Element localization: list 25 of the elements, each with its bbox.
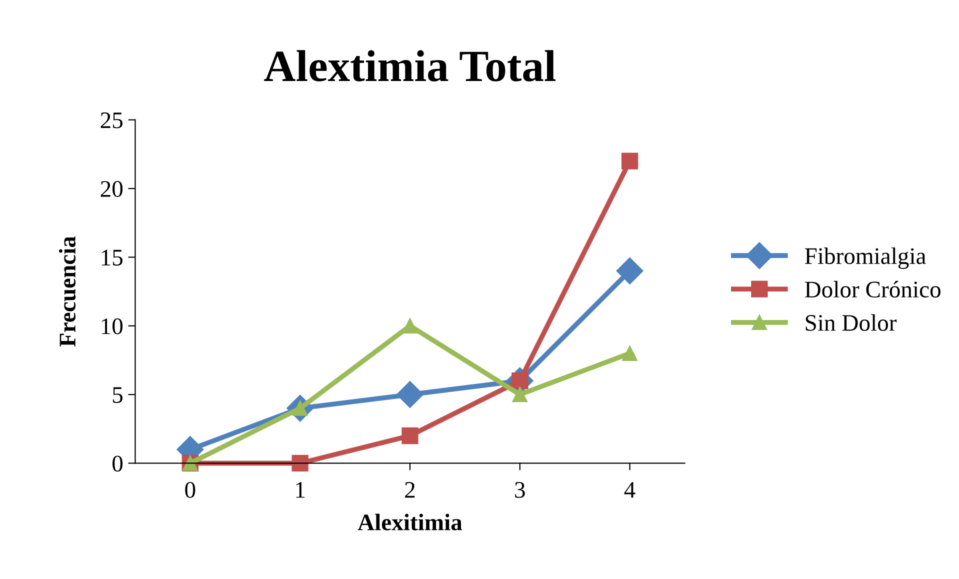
y-tick-label: 15	[102, 250, 122, 266]
x-tick-label: 4	[624, 482, 636, 498]
point	[396, 381, 424, 408]
x-tick-label: 3	[515, 482, 525, 498]
chart-title: Alextimia Total	[264, 50, 556, 82]
point	[402, 427, 418, 444]
y-tick-label: 20	[100, 181, 123, 197]
y-tick-label: 25	[100, 112, 122, 128]
y-axis-title: Frecuencia	[58, 236, 76, 347]
y-tick-label: 0	[112, 456, 123, 472]
point	[292, 454, 308, 472]
x-tick-label: 0	[185, 482, 196, 498]
point	[616, 257, 644, 284]
legend-label: Fibromialgia	[804, 247, 926, 269]
point	[622, 346, 638, 361]
y-tick-label: 5	[112, 387, 122, 403]
point	[512, 386, 528, 402]
point	[402, 318, 418, 334]
point	[621, 152, 638, 170]
y-tick-label: 10	[102, 318, 123, 334]
x-tick-label: 2	[405, 482, 415, 498]
legend-label: Dolor Crónico	[804, 280, 940, 298]
legend-label: Sin Dolor	[806, 314, 897, 331]
x-axis-title: Alexitimia	[358, 514, 462, 530]
x-tick-label: 1	[296, 482, 305, 498]
